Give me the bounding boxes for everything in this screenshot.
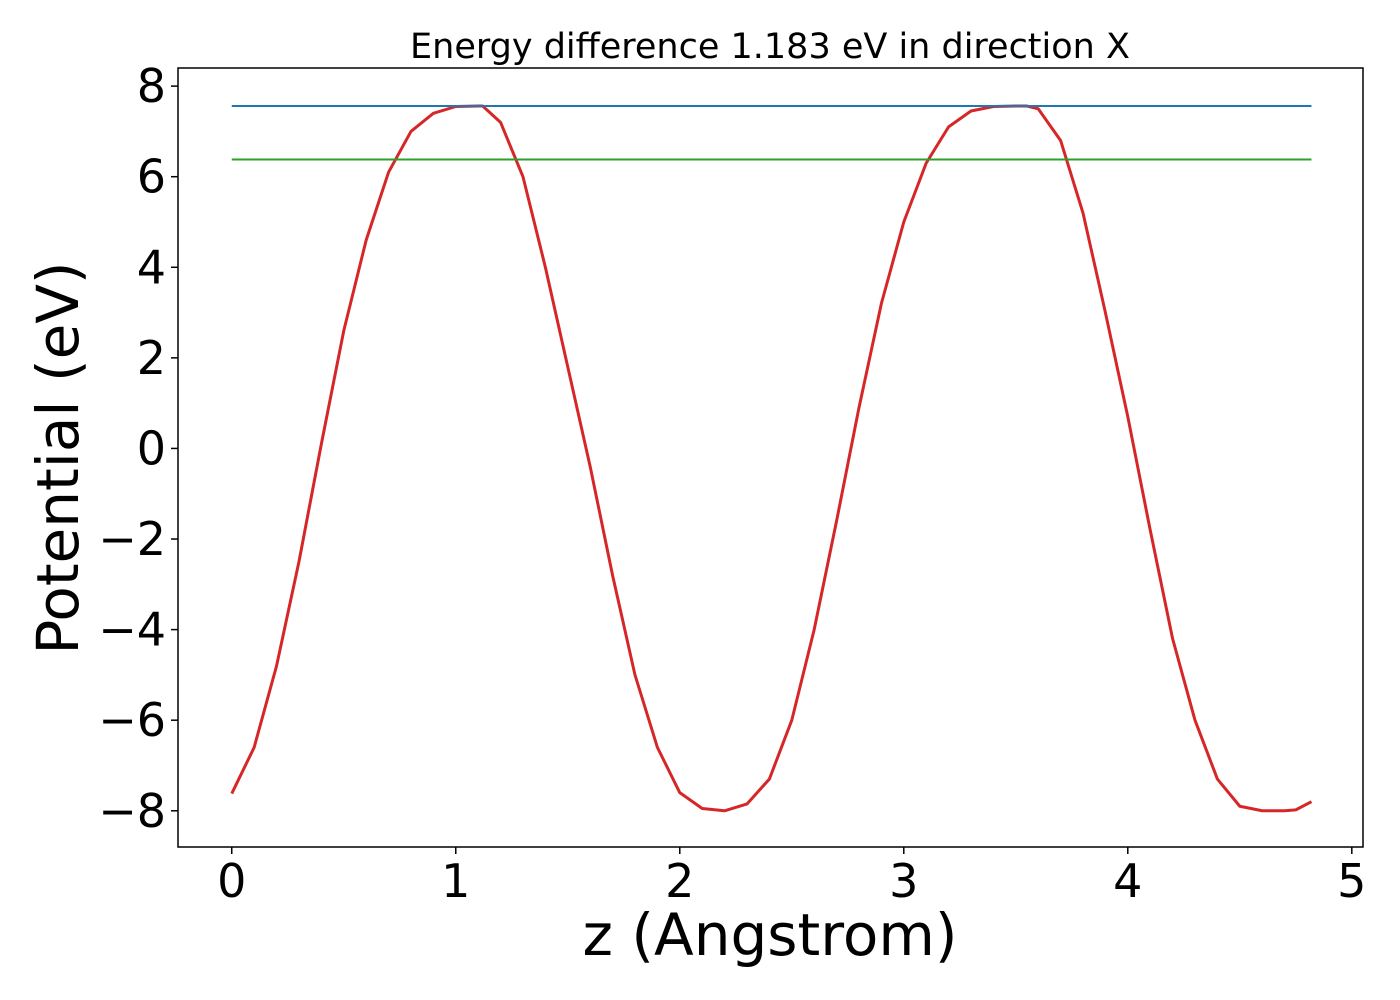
- y-tick-label: 4: [137, 240, 166, 294]
- x-tick-label: 2: [665, 854, 694, 908]
- y-tick-label: −6: [98, 693, 166, 747]
- y-tick-label: −8: [98, 784, 166, 838]
- y-tick-label: −2: [98, 512, 166, 566]
- y-axis-label: Potential (eV): [24, 261, 92, 654]
- x-tick-label: 0: [217, 854, 246, 908]
- y-tick-label: 6: [137, 150, 166, 204]
- x-tick-label: 3: [889, 854, 918, 908]
- series-line-0: [230, 104, 1313, 813]
- x-tick-label: 1: [441, 854, 470, 908]
- chart-title: Energy difference 1.183 eV in direction …: [410, 27, 1130, 67]
- y-tick-label: 2: [137, 331, 166, 385]
- y-tick-label: 8: [137, 59, 166, 113]
- y-axis-ticks: −8 −6 −4 −2 0 2 4 6 8: [98, 59, 178, 838]
- x-tick-label: 5: [1337, 854, 1366, 908]
- y-tick-label: −4: [98, 603, 166, 657]
- y-tick-label: 0: [137, 421, 166, 475]
- series-layer: [230, 104, 1313, 813]
- plot-frame: [177, 67, 1364, 848]
- x-tick-label: 4: [1113, 854, 1142, 908]
- x-axis-label: z (Angstrom): [583, 901, 958, 969]
- x-axis-ticks: 0 1 2 3 4 5: [217, 847, 1366, 908]
